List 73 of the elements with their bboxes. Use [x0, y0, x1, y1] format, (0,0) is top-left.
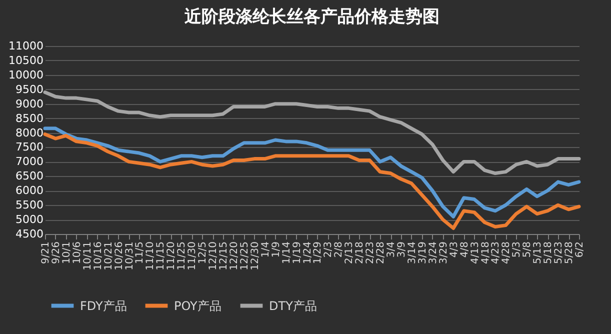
- x-tick-label: 9/21: [40, 242, 52, 264]
- x-tick-label: 10/31: [124, 242, 136, 270]
- x-tick-label: 12/30: [250, 242, 261, 270]
- x-tick-label: 3/19: [417, 242, 428, 264]
- x-tick-label: 1/19: [292, 242, 303, 264]
- line-series: [43, 90, 581, 176]
- x-tick-label: 5/8: [522, 242, 534, 258]
- x-tick-label: 2/3: [323, 242, 334, 258]
- x-tick-label: 10/26: [114, 242, 125, 270]
- y-tick-label: 8500: [16, 112, 44, 125]
- x-tick-label: 4/23: [490, 242, 502, 264]
- x-tick-label: 10/16: [92, 242, 104, 270]
- x-tick-label: 1/24: [302, 242, 314, 264]
- chart-title: 近阶段涤纶长丝各产品价格走势图: [184, 7, 440, 27]
- x-tick-label: 2/13: [344, 242, 356, 264]
- x-tick-label: 10/6: [72, 242, 83, 264]
- x-tick-label: 11/30: [187, 242, 198, 270]
- y-tick-label: 4500: [16, 228, 44, 240]
- x-tick-label: 4/8: [459, 242, 470, 258]
- legend-label: DTY产品: [269, 298, 317, 313]
- x-tick-label: 3/4: [386, 242, 398, 258]
- x-tick-label: 11/5: [134, 242, 146, 264]
- x-tick-label: 5/13: [532, 242, 544, 264]
- x-tick-label: 5/28: [564, 242, 576, 264]
- x-tick-label: 9/26: [50, 242, 62, 264]
- x-tick-label: 4/13: [470, 242, 481, 264]
- y-tick-label: 6000: [16, 184, 44, 198]
- x-tick-label: 4/28: [501, 242, 512, 264]
- line-series: [43, 132, 581, 230]
- x-tick-label: 4/3: [448, 242, 460, 258]
- x-tick-label: 10/21: [103, 242, 114, 270]
- x-tick-label: 11/10: [145, 242, 156, 270]
- legend-label: POY产品: [174, 298, 222, 313]
- x-tick-label: 10/1: [61, 242, 72, 264]
- line-series: [43, 126, 581, 218]
- x-tick-label: 3/9: [396, 242, 408, 258]
- y-tick-label: 10500: [8, 54, 44, 67]
- x-tick-label: 12/5: [198, 242, 209, 264]
- y-tick-label: 9000: [16, 97, 44, 110]
- y-tick-label: 9500: [16, 82, 44, 96]
- x-tick-label: 2/23: [365, 242, 376, 264]
- x-tick-label: 1/29: [312, 242, 324, 264]
- x-tick-label: 2/8: [334, 242, 345, 258]
- x-tick-label: 2/28: [376, 242, 387, 264]
- x-tick-label: 11/20: [166, 242, 178, 270]
- x-tick-label: 11/25: [176, 242, 188, 270]
- x-tick-label: 4/18: [480, 242, 492, 264]
- x-tick-label: 3/24: [428, 242, 439, 264]
- y-tick-label: 5500: [16, 198, 44, 212]
- x-tick-label: 12/25: [239, 242, 250, 270]
- x-tick-label: 12/10: [208, 242, 220, 270]
- x-tick-label: 1/14: [281, 242, 292, 264]
- x-tick-label: 5/18: [543, 242, 554, 264]
- x-tick-label: 3/14: [406, 242, 418, 264]
- y-tick-label: 5000: [16, 213, 44, 226]
- x-tick-label: 10/11: [82, 242, 94, 270]
- x-tick-label: 1/9: [270, 242, 282, 258]
- x-tick-label: 6/2: [574, 242, 586, 258]
- y-tick-label: 7500: [16, 140, 44, 154]
- y-tick-label: 11000: [8, 40, 44, 52]
- x-tick-label: 11/15: [156, 242, 167, 270]
- y-tick-label: 6500: [16, 170, 44, 183]
- x-tick-label: 2/18: [354, 242, 366, 264]
- y-tick-label: 10000: [8, 68, 44, 82]
- x-tick-label: 1/4: [260, 242, 272, 258]
- x-tick-label: 12/15: [218, 242, 230, 270]
- x-tick-label: 3/29: [438, 242, 450, 264]
- x-tick-label: 12/20: [228, 242, 240, 270]
- legend-label: FDY产品: [80, 298, 127, 313]
- x-tick-label: 5/23: [554, 242, 565, 264]
- y-tick-label: 7000: [16, 155, 44, 168]
- y-tick-label: 8000: [16, 126, 44, 140]
- x-tick-label: 5/3: [512, 242, 523, 258]
